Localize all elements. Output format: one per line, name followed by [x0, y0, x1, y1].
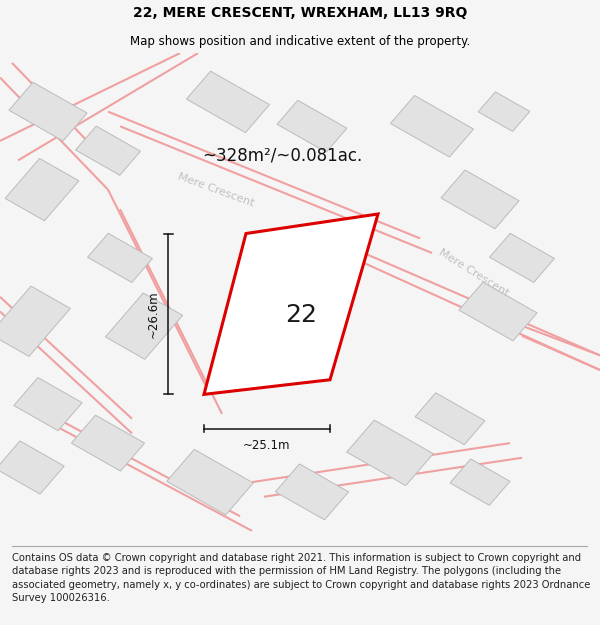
Polygon shape [0, 286, 70, 356]
Polygon shape [275, 464, 349, 520]
Text: 22, MERE CRESCENT, WREXHAM, LL13 9RQ: 22, MERE CRESCENT, WREXHAM, LL13 9RQ [133, 6, 467, 20]
Text: ~25.1m: ~25.1m [243, 439, 291, 452]
Polygon shape [490, 233, 554, 282]
Text: 22: 22 [286, 303, 317, 327]
Polygon shape [347, 420, 433, 486]
Polygon shape [167, 449, 253, 515]
Text: Map shows position and indicative extent of the property.: Map shows position and indicative extent… [130, 35, 470, 48]
Polygon shape [415, 392, 485, 445]
Polygon shape [441, 170, 519, 229]
Text: Mere Crescent: Mere Crescent [437, 247, 511, 298]
Polygon shape [459, 282, 537, 341]
Polygon shape [5, 159, 79, 221]
Polygon shape [0, 441, 64, 494]
Polygon shape [391, 96, 473, 157]
Polygon shape [14, 378, 82, 431]
Polygon shape [277, 100, 347, 152]
Polygon shape [71, 415, 145, 471]
Polygon shape [106, 293, 182, 359]
Polygon shape [478, 92, 530, 131]
Polygon shape [76, 126, 140, 175]
Polygon shape [88, 233, 152, 282]
Polygon shape [450, 459, 510, 505]
Polygon shape [187, 71, 269, 132]
Polygon shape [248, 260, 340, 324]
Text: ~26.6m: ~26.6m [146, 290, 160, 338]
Text: ~328m²/~0.081ac.: ~328m²/~0.081ac. [202, 146, 362, 164]
Text: Contains OS data © Crown copyright and database right 2021. This information is : Contains OS data © Crown copyright and d… [12, 553, 590, 602]
Polygon shape [9, 82, 87, 141]
Text: Mere Crescent: Mere Crescent [176, 171, 256, 208]
Polygon shape [204, 214, 378, 394]
